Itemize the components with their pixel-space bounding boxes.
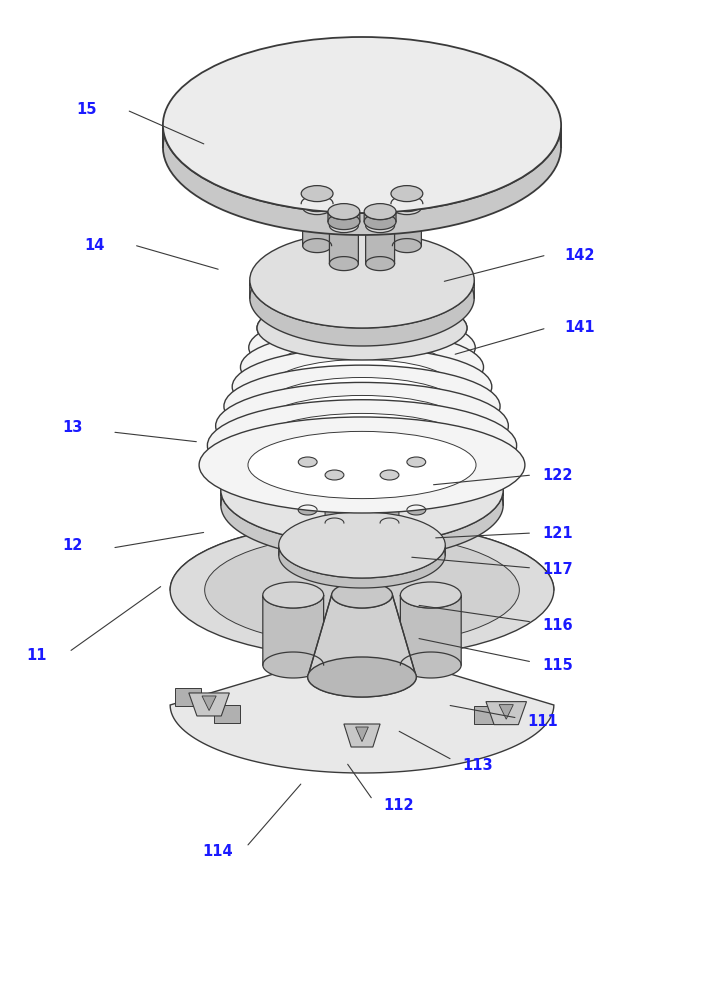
Ellipse shape — [301, 186, 333, 202]
Ellipse shape — [329, 219, 358, 233]
Ellipse shape — [339, 532, 385, 558]
Polygon shape — [380, 475, 399, 528]
Ellipse shape — [249, 313, 475, 382]
Ellipse shape — [364, 204, 396, 220]
Polygon shape — [400, 595, 461, 678]
Text: 115: 115 — [542, 658, 573, 672]
Polygon shape — [214, 705, 240, 723]
Ellipse shape — [257, 296, 467, 360]
Ellipse shape — [416, 587, 446, 603]
Polygon shape — [263, 595, 324, 678]
Polygon shape — [170, 522, 554, 773]
Ellipse shape — [265, 377, 459, 435]
Ellipse shape — [199, 417, 525, 513]
Polygon shape — [473, 706, 500, 724]
Polygon shape — [366, 226, 395, 271]
Ellipse shape — [272, 360, 453, 414]
Ellipse shape — [361, 532, 407, 558]
Text: 116: 116 — [542, 617, 573, 633]
Text: 15: 15 — [77, 103, 97, 117]
Polygon shape — [303, 208, 332, 253]
Polygon shape — [279, 545, 445, 588]
Ellipse shape — [250, 232, 474, 328]
Polygon shape — [325, 475, 344, 528]
Ellipse shape — [332, 582, 392, 608]
Ellipse shape — [257, 296, 467, 360]
Ellipse shape — [392, 201, 421, 215]
Ellipse shape — [216, 382, 508, 469]
Ellipse shape — [277, 342, 447, 393]
Ellipse shape — [240, 331, 484, 404]
Ellipse shape — [221, 436, 503, 544]
Text: 141: 141 — [564, 320, 594, 336]
Ellipse shape — [366, 219, 395, 233]
Polygon shape — [344, 724, 380, 747]
Ellipse shape — [407, 457, 426, 467]
Polygon shape — [202, 696, 216, 711]
Text: 142: 142 — [564, 247, 594, 262]
Ellipse shape — [224, 365, 500, 447]
Text: 121: 121 — [542, 526, 573, 540]
Ellipse shape — [328, 204, 360, 220]
Ellipse shape — [253, 413, 471, 477]
Text: 114: 114 — [202, 844, 232, 859]
Ellipse shape — [285, 460, 439, 520]
Polygon shape — [250, 280, 474, 346]
Ellipse shape — [282, 324, 442, 372]
Ellipse shape — [308, 657, 416, 697]
Polygon shape — [499, 705, 513, 719]
Polygon shape — [163, 125, 561, 235]
Ellipse shape — [380, 470, 399, 480]
Text: 11: 11 — [26, 648, 46, 662]
Polygon shape — [486, 702, 526, 725]
Ellipse shape — [260, 395, 465, 456]
Polygon shape — [364, 212, 396, 230]
Ellipse shape — [232, 348, 492, 426]
Ellipse shape — [325, 470, 344, 480]
Ellipse shape — [205, 534, 519, 646]
Ellipse shape — [391, 186, 423, 202]
Ellipse shape — [400, 582, 461, 608]
Text: 112: 112 — [383, 798, 413, 812]
Polygon shape — [392, 208, 421, 253]
Polygon shape — [407, 462, 426, 515]
Ellipse shape — [279, 512, 445, 578]
Ellipse shape — [303, 201, 332, 215]
Ellipse shape — [248, 431, 476, 499]
Polygon shape — [329, 226, 358, 271]
Text: 122: 122 — [542, 468, 573, 483]
Ellipse shape — [207, 400, 517, 491]
Polygon shape — [301, 194, 333, 212]
Polygon shape — [355, 727, 369, 742]
Polygon shape — [175, 688, 201, 706]
Polygon shape — [298, 462, 317, 515]
Text: 113: 113 — [463, 758, 493, 772]
Ellipse shape — [288, 306, 435, 350]
Ellipse shape — [298, 457, 317, 467]
Polygon shape — [308, 595, 416, 697]
Text: 117: 117 — [542, 562, 573, 578]
Polygon shape — [221, 490, 503, 559]
Ellipse shape — [263, 582, 324, 608]
Text: 13: 13 — [62, 420, 83, 436]
Ellipse shape — [170, 522, 554, 658]
Polygon shape — [391, 194, 423, 212]
Ellipse shape — [278, 587, 308, 603]
Text: 111: 111 — [528, 714, 558, 730]
Polygon shape — [189, 693, 230, 716]
Polygon shape — [328, 212, 360, 230]
Ellipse shape — [163, 37, 561, 213]
Text: 14: 14 — [84, 237, 104, 252]
Text: 12: 12 — [62, 538, 83, 552]
